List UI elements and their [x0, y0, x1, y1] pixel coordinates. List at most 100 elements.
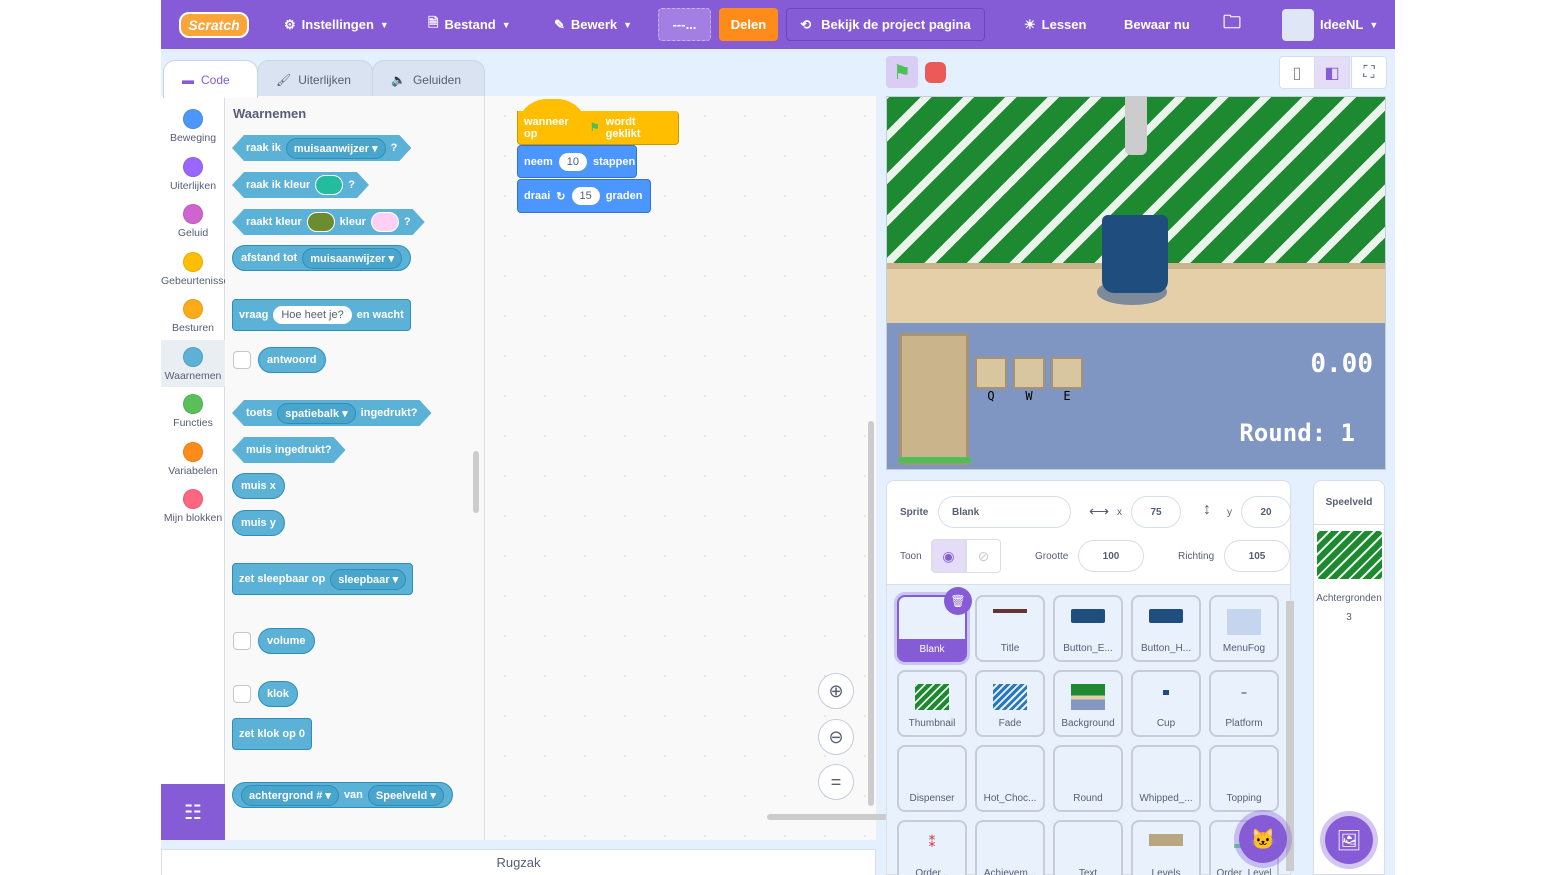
size-input[interactable]: 100: [1078, 540, 1144, 572]
zoom-in-button[interactable]: ⊕: [818, 673, 854, 709]
color-swatch[interactable]: [307, 212, 335, 232]
sprite-tile[interactable]: Levels: [1131, 820, 1201, 875]
sprite-tile[interactable]: Background: [1053, 670, 1123, 737]
attribute-dropdown[interactable]: achtergrond # ▾: [241, 784, 339, 806]
delete-sprite-button[interactable]: 🗑: [944, 587, 972, 615]
timer-checkbox[interactable]: [233, 685, 251, 703]
settings-menu[interactable]: ⚙ Instellingen ▼: [284, 0, 389, 49]
normal-stage-button[interactable]: ◧: [1314, 56, 1350, 89]
block-ask-and-wait[interactable]: vraag Hoe heet je? en wacht: [232, 299, 411, 331]
account-menu[interactable]: IdeeNL ▼: [1282, 0, 1378, 49]
color-swatch[interactable]: [371, 212, 399, 232]
block-mouse-down[interactable]: muis ingedrukt?: [232, 437, 346, 463]
sprite-tile[interactable]: ⁑ Order...: [897, 820, 967, 875]
folder-icon[interactable]: 🗀: [1223, 11, 1241, 32]
key-dropdown[interactable]: spatiebalk ▾: [277, 403, 355, 424]
sprite-tile[interactable]: MenuFog: [1209, 595, 1279, 662]
loudness-checkbox[interactable]: [233, 632, 251, 650]
sprite-tile[interactable]: Hot_Choc...: [975, 745, 1045, 812]
stop-button[interactable]: [925, 62, 946, 83]
save-now-button[interactable]: Bewaar nu: [1124, 17, 1190, 32]
direction-input[interactable]: 105: [1224, 540, 1290, 572]
sprite-tile[interactable]: Fade: [975, 670, 1045, 737]
distance-dropdown[interactable]: muisaanwijzer ▾: [302, 247, 403, 269]
sprite-tile[interactable]: Dispenser: [897, 745, 967, 812]
choose-backdrop-button[interactable]: 🖼: [1325, 816, 1373, 864]
ask-input[interactable]: Hoe heet je?: [273, 306, 352, 324]
block-move-steps[interactable]: neem 10 stappen: [517, 145, 637, 178]
y-input[interactable]: 20: [1241, 496, 1291, 528]
sprite-tile[interactable]: Text: [1053, 820, 1123, 875]
see-project-page-button[interactable]: ⟲ Bekijk de project pagina: [786, 8, 985, 41]
hide-sprite-button[interactable]: ⊘: [966, 539, 1001, 573]
sprite-tile[interactable]: Button_E...: [1053, 595, 1123, 662]
sprite-name-input[interactable]: Blank: [938, 496, 1071, 528]
category-waarnemen[interactable]: Waarnemen: [161, 339, 225, 387]
sprite-tile[interactable]: Platform: [1209, 670, 1279, 737]
sprite-tile[interactable]: Whipped_...: [1131, 745, 1201, 812]
sprite-tile[interactable]: Title: [975, 595, 1045, 662]
block-timer[interactable]: klok: [258, 681, 299, 707]
degrees-input[interactable]: 15: [571, 187, 600, 205]
script-workspace[interactable]: wanneer op ⚑ wordt geklikt neem 10 stappen d…: [485, 96, 1007, 840]
block-color-touching-color[interactable]: raakt kleur kleur?: [232, 209, 425, 235]
block-set-drag-mode[interactable]: zet sleepbaar op sleepbaar ▾: [232, 563, 414, 595]
vertical-scrollbar[interactable]: [868, 421, 874, 806]
block-mouse-y[interactable]: muis y: [232, 510, 285, 536]
sprite-tile[interactable]: Cup: [1131, 670, 1201, 737]
sprite-tile[interactable]: Thumbnail: [897, 670, 967, 737]
category-mijn-blokken[interactable]: Mijn blokken: [161, 482, 225, 529]
category-functies[interactable]: Functies: [161, 387, 225, 434]
project-title-input[interactable]: ---...: [658, 8, 711, 41]
touching-dropdown[interactable]: muisaanwijzer ▾: [286, 138, 386, 159]
sprite-tile[interactable]: Achievem...: [975, 820, 1045, 875]
add-extension-button[interactable]: ☷: [161, 784, 225, 840]
drag-dropdown[interactable]: sleepbaar ▾: [330, 568, 407, 590]
edit-menu[interactable]: ✎ Bewerk ▼: [554, 0, 632, 49]
backpack[interactable]: Rugzak: [161, 849, 876, 875]
choose-sprite-button[interactable]: 🐱: [1239, 815, 1287, 863]
block-key-pressed[interactable]: toets spatiebalk ▾ ingedrukt?: [232, 400, 432, 426]
block-loudness[interactable]: volume: [258, 628, 315, 654]
file-menu[interactable]: 🗎 Bestand ▼: [428, 0, 511, 49]
category-gebeurtenissen[interactable]: Gebeurtenissen: [161, 245, 225, 292]
sprite-tile[interactable]: Topping: [1209, 745, 1279, 812]
stage-selector[interactable]: Speelveld Achtergronden 3: [1313, 480, 1385, 875]
zoom-out-button[interactable]: ⊖: [818, 719, 854, 755]
show-sprite-button[interactable]: ◉: [931, 539, 966, 573]
block-reset-timer[interactable]: zet klok op 0: [232, 718, 313, 750]
zoom-reset-button[interactable]: =: [818, 764, 854, 800]
tab-sounds[interactable]: 🔈 Geluiden: [372, 60, 485, 98]
small-stage-button[interactable]: ▯: [1279, 56, 1315, 89]
green-flag-button[interactable]: ⚑: [886, 56, 918, 88]
sprite-tile[interactable]: Button_H...: [1131, 595, 1201, 662]
block-turn-degrees[interactable]: draai ↻ 15 graden: [517, 179, 651, 213]
fullscreen-button[interactable]: ⛶: [1351, 56, 1387, 89]
sprite-tile[interactable]: Round: [1053, 745, 1123, 812]
palette-scrollbar[interactable]: [473, 451, 479, 513]
block-when-flag-clicked[interactable]: wanneer op ⚑ wordt geklikt: [517, 111, 679, 145]
block-distance-to[interactable]: afstand tot muisaanwijzer ▾: [232, 245, 412, 271]
category-uiterlijken[interactable]: Uiterlijken: [161, 150, 225, 197]
tab-code[interactable]: ▬ Code: [163, 60, 258, 98]
category-beweging[interactable]: Beweging: [161, 102, 225, 149]
block-touching[interactable]: raak ik muisaanwijzer ▾?: [232, 135, 411, 161]
scratch-logo[interactable]: Scratch: [179, 12, 249, 38]
target-dropdown[interactable]: Speelveld ▾: [367, 784, 444, 806]
category-geluid[interactable]: Geluid: [161, 197, 225, 244]
color-swatch[interactable]: [315, 175, 343, 195]
block-mouse-x[interactable]: muis x: [232, 473, 285, 499]
tutorials-button[interactable]: ☀ Lessen: [1024, 0, 1086, 49]
block-answer[interactable]: antwoord: [258, 347, 326, 373]
category-variabelen[interactable]: Variabelen: [161, 435, 225, 482]
tab-costumes[interactable]: 🖌 Uiterlijken: [257, 60, 373, 98]
sprite-list-scrollbar[interactable]: [1286, 601, 1294, 871]
x-input[interactable]: 75: [1131, 496, 1181, 528]
stage-canvas[interactable]: Q W E 0.00 Round: 1: [886, 96, 1386, 470]
category-besturen[interactable]: Besturen: [161, 292, 225, 339]
answer-checkbox[interactable]: [233, 351, 251, 369]
steps-input[interactable]: 10: [558, 152, 587, 171]
block-backdrop-of[interactable]: achtergrond # ▾ van Speelveld ▾: [232, 782, 453, 808]
block-touching-color[interactable]: raak ik kleur?: [232, 172, 369, 198]
share-button[interactable]: Delen: [719, 8, 778, 41]
